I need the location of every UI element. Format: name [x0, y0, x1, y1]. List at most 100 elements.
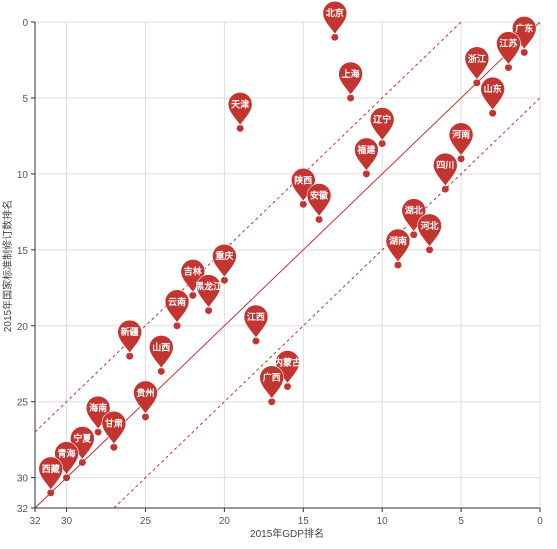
point-label: 宁夏: [73, 432, 92, 443]
pin-marker: [212, 243, 237, 278]
pin-marker: [354, 137, 379, 172]
point-label: 辽宁: [373, 114, 391, 125]
data-point[interactable]: 北京: [322, 0, 348, 41]
point-label: 河北: [421, 220, 439, 231]
data-point[interactable]: 四川: [433, 152, 458, 193]
pin-marker: [385, 228, 411, 263]
pin-marker: [148, 335, 174, 369]
x-tick-label: 5: [458, 516, 464, 527]
data-point[interactable]: 广西: [259, 365, 285, 406]
pin-marker: [322, 0, 348, 35]
point-dot: [141, 413, 149, 421]
point-label: 上海: [342, 68, 360, 79]
point-dot: [299, 200, 307, 208]
point-label: 天津: [231, 98, 249, 109]
pin-marker: [433, 152, 458, 187]
x-tick-label: 0: [537, 516, 543, 527]
point-label: 黑龙江: [195, 281, 222, 292]
point-label: 河南: [452, 129, 470, 140]
point-label: 浙江: [468, 53, 486, 64]
pin-marker: [338, 61, 363, 96]
data-point[interactable]: 浙江: [464, 46, 490, 87]
point-label: 贵州: [136, 387, 154, 398]
point-dot: [110, 443, 118, 451]
y-axis-title: 2015年国家标准制修订数排名: [1, 200, 14, 332]
pin-marker: [496, 31, 521, 66]
point-dot: [489, 109, 497, 117]
data-point[interactable]: 河北: [417, 213, 442, 254]
point-dot: [205, 307, 213, 315]
point-label: 安徽: [310, 189, 329, 200]
x-tick-label: 20: [219, 516, 231, 527]
tick-labels: 32 30 25 20 15 10 5 0 0 5 10 15 20 25 30 32: [17, 18, 543, 527]
point-label: 福建: [356, 144, 376, 155]
point-dot: [347, 94, 355, 102]
data-point[interactable]: 福建: [354, 137, 379, 178]
point-dot: [520, 48, 528, 56]
data-point[interactable]: 河南: [448, 122, 474, 163]
data-point[interactable]: 甘肃: [101, 410, 127, 451]
point-dot: [441, 185, 449, 193]
pin-marker: [101, 410, 127, 445]
point-label: 吉林: [184, 265, 203, 276]
point-dot: [410, 231, 418, 239]
axes: [31, 21, 541, 512]
data-point[interactable]: 贵州: [133, 380, 158, 421]
point-dot: [94, 428, 102, 436]
x-tick-label: 30: [61, 516, 73, 527]
data-point[interactable]: 山东: [480, 76, 505, 117]
x-tick-label: 15: [298, 516, 310, 527]
y-tick-label: 32: [17, 504, 29, 515]
pin-marker: [464, 46, 490, 81]
data-point[interactable]: 江西: [243, 304, 269, 345]
point-label: 湖北: [405, 205, 423, 216]
point-label: 西藏: [42, 463, 60, 474]
x-tick-label: 32: [29, 516, 41, 527]
data-point[interactable]: 江苏: [496, 31, 521, 72]
y-tick-label: 0: [22, 18, 28, 29]
data-point[interactable]: 天津: [227, 92, 253, 132]
point-label: 甘肃: [105, 417, 123, 428]
data-point[interactable]: 安徽: [306, 183, 332, 223]
pin-marker: [196, 274, 221, 309]
data-point[interactable]: 西藏: [38, 456, 64, 497]
point-dot: [47, 489, 55, 497]
y-tick-label: 10: [17, 170, 29, 181]
data-point[interactable]: 辽宁: [369, 107, 395, 147]
pin-marker: [480, 76, 505, 111]
y-tick-label: 5: [22, 94, 28, 105]
pin-marker: [417, 213, 442, 248]
x-tick-label: 25: [140, 516, 152, 527]
pin-marker: [164, 289, 190, 324]
point-label: 湖南: [389, 235, 407, 246]
point-label: 山西: [152, 341, 170, 352]
point-dot: [284, 383, 291, 390]
pin-marker: [227, 92, 253, 126]
point-dot: [394, 261, 402, 269]
dashed-reference-line: [113, 97, 540, 508]
point-dot: [457, 155, 465, 163]
point-label: 广东: [515, 22, 533, 33]
data-point[interactable]: 上海: [338, 61, 363, 102]
pin-marker: [133, 380, 158, 415]
point-dot: [362, 170, 370, 178]
data-point[interactable]: 山西: [148, 335, 174, 375]
data-point[interactable]: 新疆: [117, 319, 142, 360]
pin-marker: [306, 183, 332, 218]
data-point[interactable]: 重庆: [212, 243, 237, 284]
point-label: 青海: [58, 448, 76, 459]
point-dot: [126, 352, 134, 360]
point-dot: [426, 246, 434, 254]
point-label: 江西: [247, 311, 265, 322]
data-point[interactable]: 云南: [164, 289, 190, 330]
point-dot: [378, 140, 386, 147]
x-tick-label: 10: [377, 516, 389, 527]
data-point[interactable]: 湖南: [385, 228, 411, 269]
pin-marker: [38, 456, 64, 491]
point-label: 重庆: [215, 250, 233, 261]
data-point[interactable]: 黑龙江: [195, 274, 222, 315]
point-label: 四川: [436, 160, 454, 170]
point-label: 海南: [89, 402, 107, 413]
point-dot: [157, 367, 165, 375]
